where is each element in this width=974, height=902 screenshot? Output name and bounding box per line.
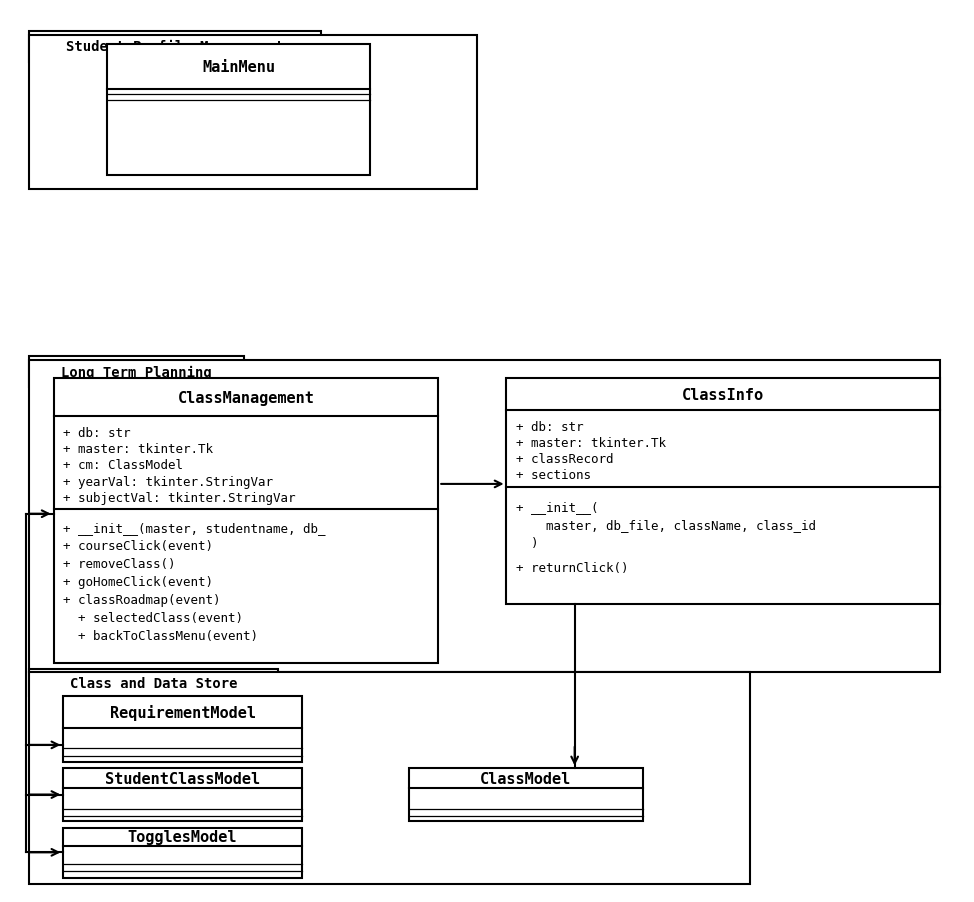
Text: Class and Data Store: Class and Data Store: [70, 676, 237, 690]
Bar: [409, 769, 643, 821]
Bar: [29, 361, 940, 672]
Bar: [107, 45, 370, 176]
Text: + __init__(master, studentname, db_: + __init__(master, studentname, db_: [63, 521, 326, 534]
Bar: [63, 696, 302, 762]
Text: StudentClassModel: StudentClassModel: [105, 771, 260, 786]
Text: + classRoadmap(event): + classRoadmap(event): [63, 594, 221, 606]
Bar: [63, 769, 302, 821]
Text: + master: tkinter.Tk: + master: tkinter.Tk: [63, 443, 213, 456]
Text: RequirementModel: RequirementModel: [110, 704, 255, 720]
Text: + __init__(: + __init__(: [516, 501, 599, 513]
Text: + sections: + sections: [516, 469, 591, 482]
Text: Long Term Planning: Long Term Planning: [61, 365, 211, 379]
Bar: [506, 379, 940, 604]
Text: master, db_file, className, class_id: master, db_file, className, class_id: [516, 519, 816, 531]
Text: + classRecord: + classRecord: [516, 453, 614, 465]
Text: + db: str: + db: str: [516, 420, 583, 433]
Text: + courseClick(event): + courseClick(event): [63, 539, 213, 552]
Text: ClassManagement: ClassManagement: [177, 391, 315, 405]
Text: MainMenu: MainMenu: [203, 60, 275, 75]
Bar: [29, 32, 321, 63]
Text: + cm: ClassModel: + cm: ClassModel: [63, 459, 183, 472]
Text: + subjectVal: tkinter.StringVar: + subjectVal: tkinter.StringVar: [63, 492, 296, 504]
Text: ): ): [516, 537, 539, 549]
Bar: [29, 669, 278, 696]
Text: + returnClick(): + returnClick(): [516, 562, 629, 575]
Bar: [54, 379, 438, 663]
Text: + yearVal: tkinter.StringVar: + yearVal: tkinter.StringVar: [63, 475, 274, 488]
Text: ClassModel: ClassModel: [480, 771, 572, 786]
Bar: [63, 828, 302, 878]
Text: + master: tkinter.Tk: + master: tkinter.Tk: [516, 437, 666, 449]
Bar: [29, 672, 750, 884]
Text: Student Profile Management: Student Profile Management: [66, 41, 284, 54]
Text: + backToClassMenu(event): + backToClassMenu(event): [63, 630, 258, 642]
Text: + db: str: + db: str: [63, 427, 131, 439]
Text: + goHomeClick(event): + goHomeClick(event): [63, 575, 213, 588]
Bar: [29, 36, 477, 189]
Text: + selectedClass(event): + selectedClass(event): [63, 612, 244, 624]
Text: + removeClass(): + removeClass(): [63, 557, 176, 570]
Text: ClassInfo: ClassInfo: [682, 387, 765, 402]
Text: TogglesModel: TogglesModel: [128, 830, 238, 844]
Bar: [29, 356, 244, 388]
